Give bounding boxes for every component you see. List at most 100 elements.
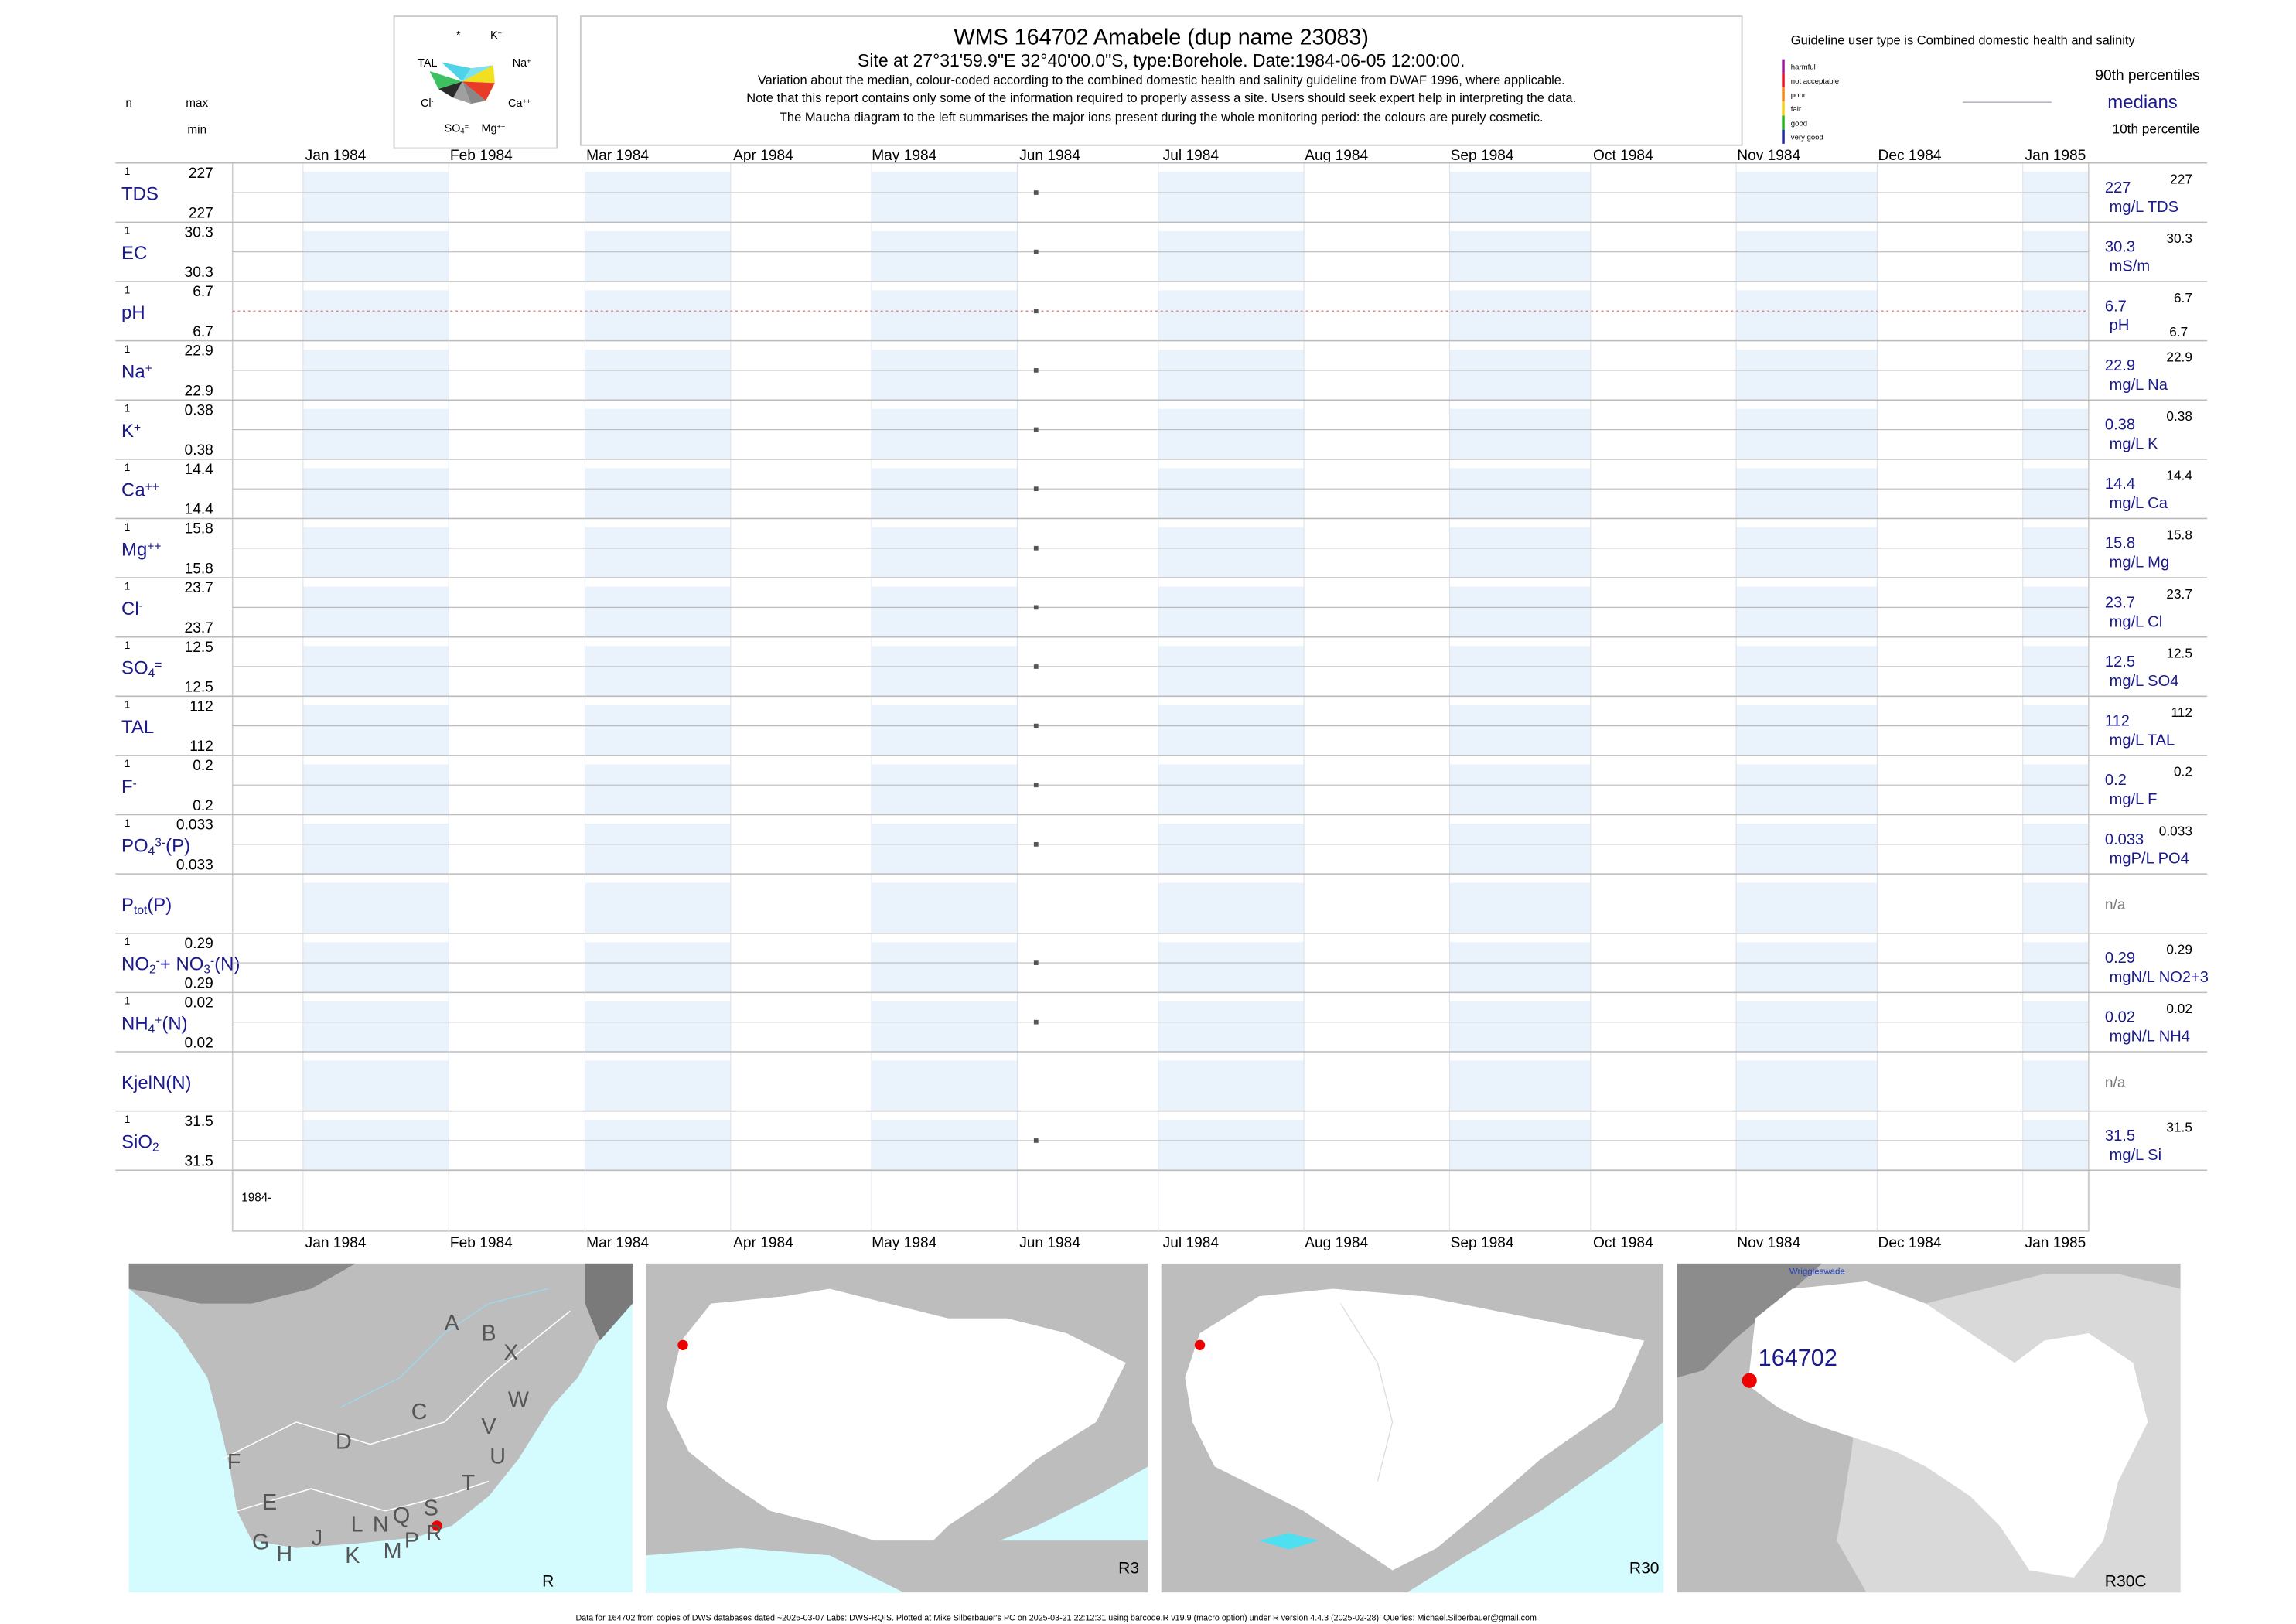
month-band [1158, 824, 1305, 875]
count: 1 [125, 284, 130, 295]
parameter-label: KjelN(N) [121, 1073, 191, 1093]
median-value: 22.9 [2105, 357, 2135, 374]
month-label: Jul 1984 [1163, 1235, 1220, 1251]
month-band [872, 468, 1018, 519]
month-band [1449, 172, 1591, 223]
month-band [872, 646, 1018, 697]
month-band [302, 1001, 449, 1053]
month-band [1736, 1001, 1878, 1053]
parameter-label: pH [121, 302, 145, 323]
median-point [1033, 783, 1039, 788]
median-point [1033, 368, 1039, 373]
maucha-label: Ca++ [508, 97, 531, 110]
min-value: 0.29 [185, 976, 213, 992]
map-region-letter: P [404, 1529, 419, 1554]
month-band [585, 764, 731, 815]
unit: pH [2110, 317, 2130, 334]
month-band [585, 1060, 731, 1111]
label-part: SO [121, 658, 148, 679]
month-band [872, 1120, 1018, 1171]
median-value: 6.7 [2105, 298, 2127, 315]
label-part: - [133, 777, 137, 790]
map-label: R [542, 1573, 554, 1591]
label-part: ++ [496, 122, 505, 130]
month-label: Aug 1984 [1305, 148, 1368, 164]
month-band [1449, 290, 1591, 341]
maucha-label: Na+ [513, 57, 531, 70]
guideline-swatch [1782, 87, 1785, 102]
maucha-label: * [456, 29, 461, 42]
map-region-letter: U [490, 1445, 506, 1469]
month-band [2022, 705, 2089, 756]
month-band [1449, 882, 1591, 933]
unit: mg/L Mg [2110, 554, 2169, 571]
month-band [302, 942, 449, 993]
median-point [1033, 723, 1039, 728]
map-region-letter: K [345, 1544, 360, 1568]
month-band [872, 230, 1018, 281]
p90-value: 0.033 [2159, 823, 2192, 838]
label-part: Cl [421, 97, 432, 110]
max-value: 6.7 [193, 284, 213, 300]
parameter-label: TAL [121, 717, 154, 738]
guideline-swatch [1782, 73, 1785, 88]
month-band [1158, 1060, 1305, 1111]
month-band [1736, 527, 1878, 578]
month-label: Jan 1984 [305, 1235, 367, 1251]
map-region-letter: C [411, 1400, 428, 1424]
month-band [585, 290, 731, 341]
month-band [1449, 1001, 1591, 1053]
month-band [1736, 882, 1878, 933]
month-band [1449, 586, 1591, 637]
p90-value: 227 [2170, 172, 2192, 187]
guideline-class: harmful [1791, 63, 1816, 72]
parameter-label: NO2-+ NO3-(N) [121, 954, 240, 977]
map-region-letter: F [227, 1450, 241, 1475]
map-region-letter: X [503, 1340, 518, 1365]
map-label: R30 [1629, 1559, 1660, 1577]
p90-legend: 90th percentiles [2095, 67, 2199, 84]
min-value: 30.3 [185, 264, 213, 281]
label-part: Na [513, 57, 527, 70]
month-label: Sep 1984 [1451, 1235, 1514, 1251]
min-value: 227 [189, 206, 213, 222]
parameter-label: NH4+(N) [121, 1013, 188, 1035]
month-band [1158, 290, 1305, 341]
month-band [1449, 646, 1591, 697]
p90-value: 0.2 [2174, 764, 2192, 780]
p90-value: 0.29 [2166, 942, 2192, 957]
map-region-letter: T [462, 1471, 476, 1496]
month-label: Dec 1984 [1878, 1235, 1942, 1251]
max-value: 227 [189, 165, 213, 182]
month-label: Dec 1984 [1878, 148, 1942, 164]
month-band [2022, 824, 2089, 875]
month-label: May 1984 [872, 148, 936, 164]
unit: mg/L F [2110, 791, 2158, 808]
min-value: 15.8 [185, 561, 213, 577]
median-point [1033, 605, 1039, 610]
parameter-label: SiO2 [121, 1132, 159, 1155]
median-point [1033, 190, 1039, 195]
map-region-letter: N [373, 1513, 389, 1537]
month-band [585, 172, 731, 223]
median-point [1033, 841, 1039, 847]
month-label: Mar 1984 [586, 1235, 649, 1251]
month-band [585, 586, 731, 637]
unit: mg/L SO4 [2110, 673, 2179, 690]
parameter-label: EC [121, 243, 147, 264]
month-band [2022, 1060, 2089, 1111]
label-part: Mg [121, 539, 147, 560]
label-part: 4 [148, 667, 155, 681]
label-part: tot [134, 904, 148, 917]
map-region-letter: E [262, 1490, 277, 1515]
p90-value: 22.9 [2166, 349, 2192, 364]
label-part: ++ [147, 540, 161, 553]
month-label: May 1984 [872, 1235, 936, 1251]
month-band [585, 468, 731, 519]
map-r [128, 1263, 633, 1593]
not-available: n/a [2105, 897, 2126, 913]
maucha-label: SO4= [445, 122, 469, 135]
month-band [1158, 230, 1305, 281]
month-band [2022, 350, 2089, 401]
map-label: R3 [1118, 1559, 1139, 1577]
